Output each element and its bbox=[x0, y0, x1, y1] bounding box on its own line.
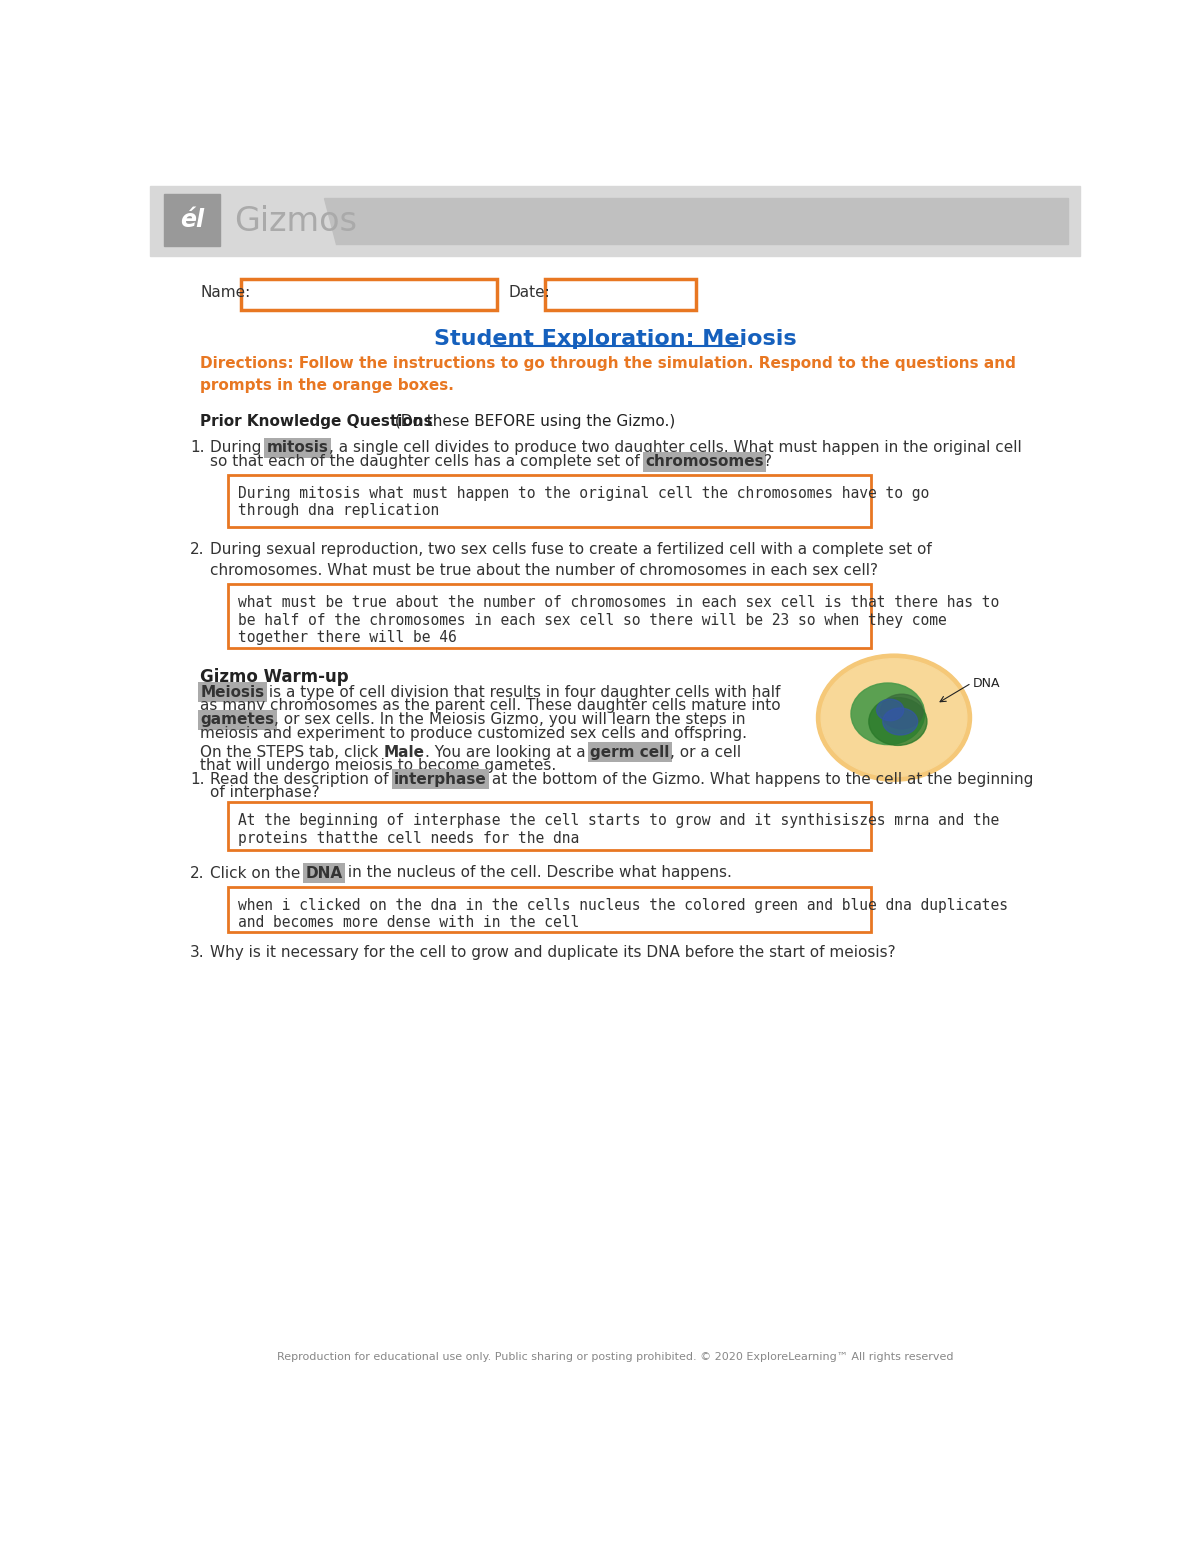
Ellipse shape bbox=[816, 654, 972, 781]
Ellipse shape bbox=[869, 697, 926, 745]
Text: so that each of the daughter cells has a complete set of: so that each of the daughter cells has a… bbox=[210, 455, 646, 469]
Text: chromosomes: chromosomes bbox=[646, 455, 763, 469]
Ellipse shape bbox=[821, 658, 967, 776]
Ellipse shape bbox=[881, 694, 923, 728]
FancyBboxPatch shape bbox=[228, 584, 871, 648]
Ellipse shape bbox=[883, 708, 918, 735]
Text: Meiosis: Meiosis bbox=[200, 685, 264, 699]
Text: in the nucleus of the cell. Describe what happens.: in the nucleus of the cell. Describe wha… bbox=[343, 865, 732, 881]
Text: what must be true about the number of chromosomes in each sex cell is that there: what must be true about the number of ch… bbox=[239, 595, 1000, 644]
Text: gametes: gametes bbox=[200, 713, 275, 727]
Text: él: él bbox=[180, 208, 204, 233]
Text: During sexual reproduction, two sex cells fuse to create a fertilized cell with : During sexual reproduction, two sex cell… bbox=[210, 542, 932, 578]
Text: germ cell: germ cell bbox=[590, 744, 670, 759]
Text: Read the description of: Read the description of bbox=[210, 772, 394, 786]
Text: Male: Male bbox=[384, 744, 425, 759]
Text: , you will learn the steps in: , you will learn the steps in bbox=[539, 713, 745, 727]
FancyBboxPatch shape bbox=[228, 803, 871, 849]
Text: ?: ? bbox=[763, 455, 772, 469]
Text: 1.: 1. bbox=[191, 772, 205, 786]
Text: Meiosis Gizmo: Meiosis Gizmo bbox=[430, 713, 539, 727]
Text: (Do these BEFORE using the Gizmo.): (Do these BEFORE using the Gizmo.) bbox=[390, 413, 676, 429]
Text: At the beginning of interphase the cell starts to grow and it synthisiszes mrna : At the beginning of interphase the cell … bbox=[239, 814, 1000, 845]
Text: . You are looking at a: . You are looking at a bbox=[425, 744, 590, 759]
Ellipse shape bbox=[876, 699, 904, 721]
Text: , or sex cells. In the: , or sex cells. In the bbox=[275, 713, 430, 727]
Text: of interphase?: of interphase? bbox=[210, 786, 320, 800]
Text: 3.: 3. bbox=[191, 944, 205, 960]
Text: During: During bbox=[210, 441, 266, 455]
FancyBboxPatch shape bbox=[228, 887, 871, 932]
Text: Student Exploration: Meiosis: Student Exploration: Meiosis bbox=[433, 329, 797, 349]
Text: interphase: interphase bbox=[394, 772, 486, 786]
Text: meiosis and experiment to produce customized sex cells and offspring.: meiosis and experiment to produce custom… bbox=[200, 727, 748, 741]
Text: , a single cell divides to produce two daughter cells. What must happen in the o: , a single cell divides to produce two d… bbox=[329, 441, 1021, 455]
FancyBboxPatch shape bbox=[545, 278, 696, 309]
Text: that will undergo meiosis to become gametes.: that will undergo meiosis to become game… bbox=[200, 758, 557, 773]
Text: Gizmos: Gizmos bbox=[234, 205, 356, 238]
Text: as many chromosomes as the parent cell. These daughter cells mature into: as many chromosomes as the parent cell. … bbox=[200, 699, 781, 713]
Text: 2.: 2. bbox=[191, 542, 205, 558]
Text: Date:: Date: bbox=[508, 286, 550, 300]
Text: Directions: Follow the instructions to go through the simulation. Respond to the: Directions: Follow the instructions to g… bbox=[200, 356, 1016, 393]
Text: when i clicked on the dna in the cells nucleus the colored green and blue dna du: when i clicked on the dna in the cells n… bbox=[239, 898, 1008, 930]
Ellipse shape bbox=[851, 683, 925, 744]
Text: 2.: 2. bbox=[191, 865, 205, 881]
Text: at the bottom of the Gizmo. What happens to the cell at the beginning: at the bottom of the Gizmo. What happens… bbox=[486, 772, 1033, 786]
Text: Gizmo Warm-up: Gizmo Warm-up bbox=[200, 668, 349, 685]
Text: 1.: 1. bbox=[191, 441, 205, 455]
Text: DNA: DNA bbox=[973, 677, 1001, 690]
Bar bbox=[150, 186, 1080, 256]
Text: DNA: DNA bbox=[306, 865, 343, 881]
FancyBboxPatch shape bbox=[228, 475, 871, 528]
Text: Name:: Name: bbox=[200, 286, 251, 300]
Text: Click on the: Click on the bbox=[210, 865, 306, 881]
Text: Why is it necessary for the cell to grow and duplicate its DNA before the start : Why is it necessary for the cell to grow… bbox=[210, 944, 896, 960]
Text: Prior Knowledge Questions: Prior Knowledge Questions bbox=[200, 413, 433, 429]
Text: is a type of cell division that results in four daughter cells with half: is a type of cell division that results … bbox=[264, 685, 781, 699]
Bar bbox=[164, 194, 220, 247]
Text: mitosis: mitosis bbox=[266, 441, 329, 455]
Text: Reproduction for educational use only. Public sharing or posting prohibited. © 2: Reproduction for educational use only. P… bbox=[277, 1351, 953, 1362]
Text: , or a cell: , or a cell bbox=[670, 744, 740, 759]
Polygon shape bbox=[324, 197, 1068, 244]
FancyBboxPatch shape bbox=[241, 278, 497, 309]
Text: During mitosis what must happen to the original cell the chromosomes have to go
: During mitosis what must happen to the o… bbox=[239, 486, 930, 519]
Text: On the STEPS tab, click: On the STEPS tab, click bbox=[200, 744, 384, 759]
